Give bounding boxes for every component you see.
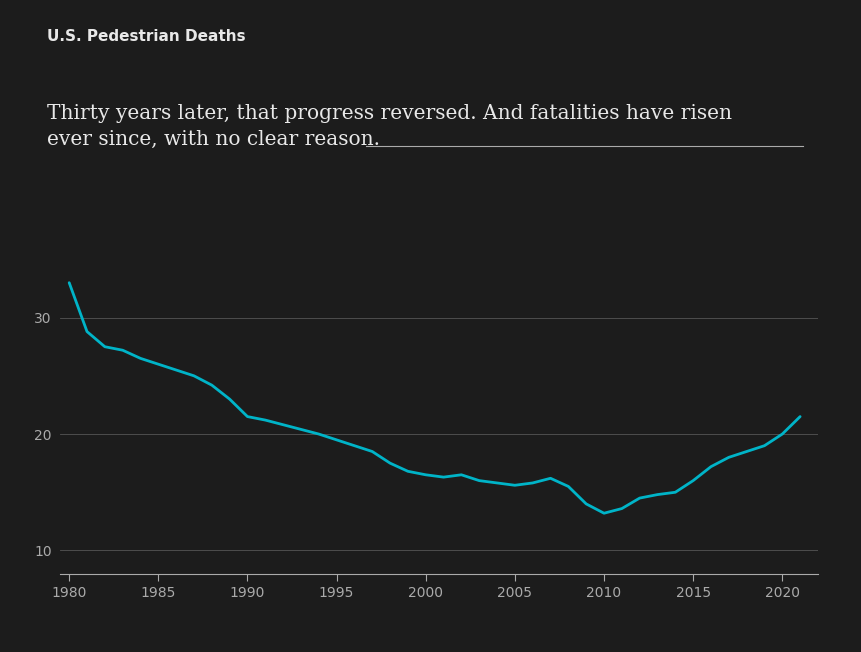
Text: Thirty years later, that progress reversed. And fatalities have risen
ever since: Thirty years later, that progress revers… [47,104,733,149]
Text: U.S. Pedestrian Deaths: U.S. Pedestrian Deaths [47,29,246,44]
